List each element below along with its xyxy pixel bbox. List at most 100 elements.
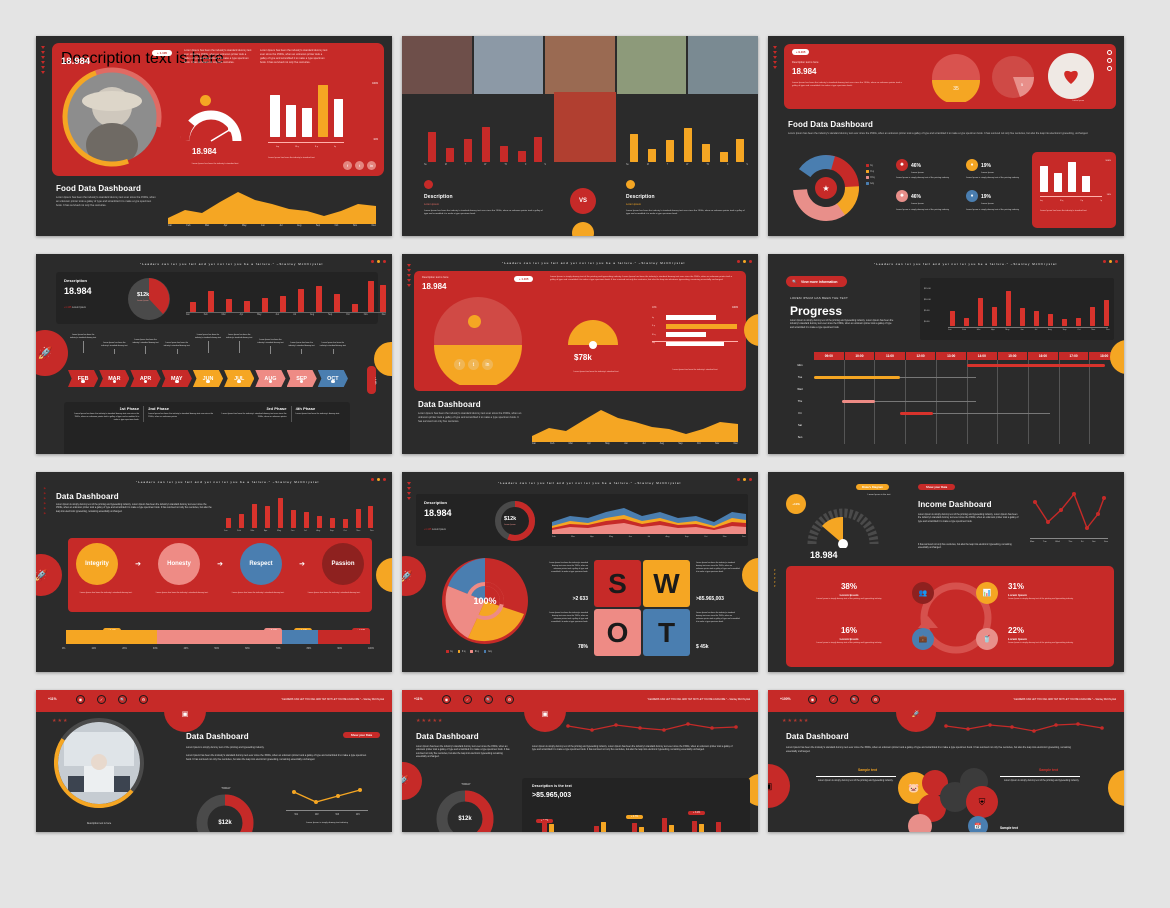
swot-o-value: 78% (577, 644, 588, 650)
slide-5-data-dashboard-gauge[interactable]: "Leaders can let you fail and yet not le… (402, 254, 758, 454)
slide-11-data-dashboard-bars[interactable]: +11% ◉ ✓ 🔍 ⚙ "LEADERS CAN LET YOU FAIL A… (402, 690, 758, 832)
arrow-icon-2: ➔ (217, 561, 223, 568)
slide-cell-2[interactable]: Su M T W Th F S Su M T W Th F S Description Lorem ip… (402, 36, 768, 254)
view-more-button[interactable]: 🔍 View more information (786, 276, 848, 287)
shield-icon: ⛨ (966, 786, 998, 818)
slide-cell-9[interactable]: +11% Draw's Diagram Lorem Ipsum is the t… (768, 472, 1134, 690)
slide9-tag-diagram[interactable]: Draw's Diagram (856, 484, 890, 490)
target-icon[interactable]: ◉ (76, 695, 85, 704)
value-respect[interactable]: Respect (240, 543, 282, 585)
search-icon-12[interactable]: 🔍 (850, 695, 859, 704)
twitter-icon[interactable]: t (355, 161, 364, 170)
value-honesty[interactable]: Honesty (158, 543, 200, 585)
slide-10-data-dashboard-photo[interactable]: +11% ◉ ✓ 🔍 ⚙ "LEADERS CAN LET YOU FAIL A… (36, 690, 392, 832)
timeline-apr[interactable]: APR (130, 370, 161, 387)
slide-cell-1[interactable]: Description text is here 18.984 + 1.105 … (36, 36, 402, 254)
slide7-bars (224, 498, 374, 528)
slide11-nav-icons[interactable]: ◉ ✓ 🔍 ⚙ (442, 695, 514, 704)
linkedin-icon-5[interactable]: in (482, 359, 493, 370)
value-integrity[interactable]: Integrity (76, 543, 118, 585)
slide-cell-8[interactable]: "Leaders can let you fail and yet not le… (402, 472, 768, 690)
swot-t[interactable]: T (643, 609, 690, 656)
slide9-tag-data[interactable]: Show your Data (918, 484, 956, 490)
slide3-subtitle: Lorem Ipsum has been the industry's stan… (788, 132, 1089, 135)
slide-cell-11[interactable]: +11% ◉ ✓ 🔍 ⚙ "LEADERS CAN LET YOU FAIL A… (402, 690, 768, 908)
pies-value: 18.984 (792, 67, 817, 76)
arrow-icon-3: ➔ (299, 561, 305, 568)
value-passion[interactable]: Passion (322, 543, 364, 585)
slide9-title: Income Dashboard (918, 500, 992, 509)
slide-3-food-data-dashboard-pies[interactable]: + 9.105 Description text is here 18.984 … (768, 36, 1124, 236)
slide-cell-4[interactable]: "Leaders can let you fail and yet not le… (36, 254, 402, 472)
slide-cell-7[interactable]: ▶▶▶▶▶▶ "Leaders can let you fail and yet… (36, 472, 402, 690)
left-link[interactable]: Lorem ipsum (424, 203, 439, 206)
slide-8-swot-analysis[interactable]: "Leaders can let you fail and yet not le… (402, 472, 758, 672)
slide-4-timeline-roadmap[interactable]: "Leaders can let you fail and yet not le… (36, 254, 392, 454)
timeline-sep[interactable]: SEP (286, 370, 317, 387)
slide10-nav-icons[interactable]: ◉ ✓ 🔍 ⚙ (76, 695, 148, 704)
briefcase-icon: 💼 (912, 628, 934, 650)
slide5-value: 18.984 (422, 282, 447, 291)
slide10-photo (58, 722, 140, 804)
facebook-icon-5[interactable]: f (454, 359, 465, 370)
slide4-value: 18.984 (64, 286, 92, 296)
slide10-cta[interactable]: Show your Data (342, 732, 380, 738)
slide11-badge: +11% (414, 697, 423, 701)
search-icon-11[interactable]: 🔍 (484, 695, 493, 704)
slide8-donut (495, 501, 535, 541)
slide3-title: Food Data Dashboard (788, 120, 874, 129)
slide12-nav-icons[interactable]: ◉ ✓ 🔍 ⚙ (808, 695, 880, 704)
slide-cell-12[interactable]: +100% ◉ ✓ 🔍 ⚙ "LEADERS CAN LET YOU FAIL … (768, 690, 1134, 908)
target-icon-12[interactable]: ◉ (808, 695, 817, 704)
safe-icon: ▣ (181, 711, 189, 718)
slide-cell-6[interactable]: "Leaders can let you fail and yet not le… (768, 254, 1134, 472)
slide-cell-3[interactable]: + 9.105 Description text is here 18.984 … (768, 36, 1134, 254)
timeline-jul[interactable]: JUL (224, 370, 255, 387)
mini-bar-caption: Lorem Ipsum has been the industry's stan… (1040, 210, 1087, 212)
timeline-may[interactable]: MAY (161, 370, 192, 387)
gear-icon[interactable]: ⚙ (139, 695, 148, 704)
pies-desc-label: Description text is here (792, 61, 819, 64)
gantt-bar-thu (841, 400, 876, 403)
social-icons[interactable]: f t in (343, 161, 376, 170)
timeline-mar[interactable]: MAR (99, 370, 130, 387)
slide-cell-10[interactable]: +11% ◉ ✓ 🔍 ⚙ "LEADERS CAN LET YOU FAIL A… (36, 690, 402, 908)
slide-cell-5[interactable]: "Leaders can let you fail and yet not le… (402, 254, 768, 472)
linkedin-icon[interactable]: in (367, 161, 376, 170)
swot-s[interactable]: S (594, 560, 641, 607)
slide10-donut-value: $12k (218, 820, 232, 826)
slide-6-progress-gantt[interactable]: "Leaders can let you fail and yet not le… (768, 254, 1124, 454)
slide-12-data-dashboard-samples[interactable]: +100% ◉ ✓ 🔍 ⚙ "LEADERS CAN LET YOU FAIL … (768, 690, 1124, 832)
slide12-quote: "LEADERS CAN LET YOU FAIL AND YET NOT LE… (1013, 698, 1116, 701)
slide4-donut-value: $12k (137, 292, 150, 298)
gauge-badge-icon (200, 95, 211, 106)
twitter-icon-5[interactable]: t (468, 359, 479, 370)
stat-38-pct: 38% (840, 582, 857, 591)
check-icon[interactable]: ✓ (97, 695, 106, 704)
slide-1-food-data-dashboard-hero[interactable]: Description text is here 18.984 + 1.105 … (36, 36, 392, 236)
gear-icon-12[interactable]: ⚙ (871, 695, 880, 704)
swot-s-desc: Lorem Ipsum has been the industry's stan… (549, 562, 588, 573)
slide5-social[interactable]: f t in (454, 359, 493, 370)
gear-icon-11[interactable]: ⚙ (505, 695, 514, 704)
check-icon-12[interactable]: ✓ (829, 695, 838, 704)
swot-o[interactable]: O (594, 609, 641, 656)
slide-7-values-data-dashboard[interactable]: ▶▶▶▶▶▶ "Leaders can let you fail and yet… (36, 472, 392, 672)
timeline-oct[interactable]: OCT (317, 370, 348, 387)
heart-icon (1064, 70, 1078, 84)
swot-w[interactable]: W (643, 560, 690, 607)
timeline-aug[interactable]: AUG (255, 370, 286, 387)
timeline-feb[interactable]: FEB (68, 370, 99, 387)
slide7-vertical-accent: ▶▶▶▶▶▶ (43, 486, 47, 516)
slide5-gauge-caption: Lorem Ipsum has been the industry's stan… (573, 371, 619, 373)
search-icon[interactable]: 🔍 (118, 695, 127, 704)
target-icon-11[interactable]: ◉ (442, 695, 451, 704)
slide1-body: Lorem Ipsum has been the industry's stan… (56, 196, 156, 207)
slide12-line-1 (816, 776, 896, 777)
check-icon-11[interactable]: ✓ (463, 695, 472, 704)
right-link[interactable]: Lorem ipsum (626, 203, 641, 206)
slide-9-income-dashboard[interactable]: +11% Draw's Diagram Lorem Ipsum is the t… (768, 472, 1124, 672)
facebook-icon[interactable]: f (343, 161, 352, 170)
timeline-jun[interactable]: JUN (192, 370, 224, 387)
slide-2-team-vs-comparison[interactable]: Su M T W Th F S Su M T W Th F S Description Lorem ip… (402, 36, 758, 236)
